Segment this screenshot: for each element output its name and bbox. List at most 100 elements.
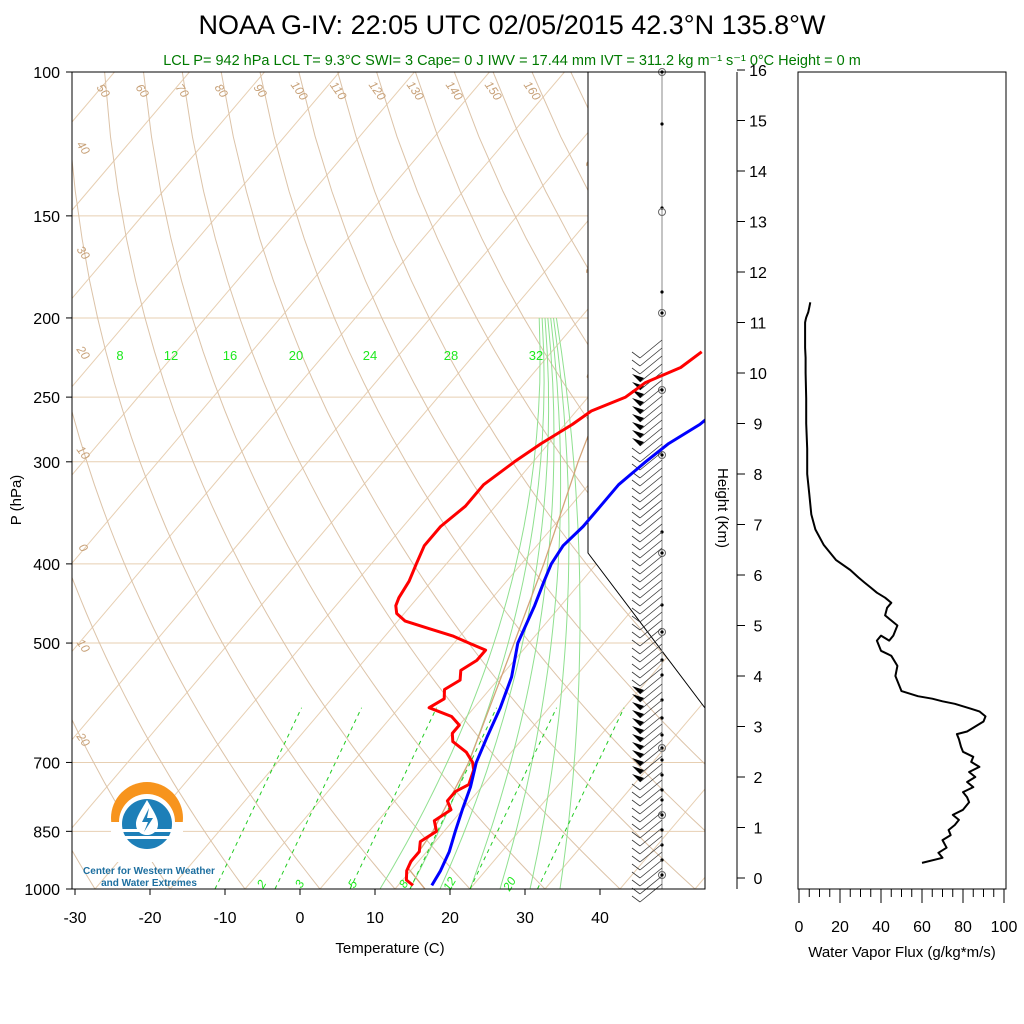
flux-tick-label: 0 (795, 919, 804, 936)
wind-barb (639, 851, 663, 871)
flux-tick-label: 40 (872, 919, 890, 936)
wind-barb (639, 563, 663, 583)
logo-caption-line2: and Water Extremes (101, 878, 197, 889)
flux-frame (797, 71, 1007, 890)
logo-caption-line1: Center for Western Weather (83, 866, 215, 877)
wind-barb-flag (632, 710, 644, 718)
wind-barb-feather (631, 647, 641, 655)
wind-barb (639, 627, 663, 647)
pressure-tick-label: 500 (33, 636, 60, 653)
temperature-tick-label: 10 (366, 910, 384, 927)
wind-barb (639, 875, 663, 895)
height-tick-label: 16 (749, 63, 767, 80)
temperature-tick-label: 0 (296, 910, 305, 927)
temperature-axis-label: Temperature (C) (335, 940, 444, 957)
mixing-ratio-label: 3 (292, 877, 308, 890)
wind-barb-feather (631, 447, 641, 455)
wind-barb (639, 619, 663, 639)
dry-adiabat-label: 60 (133, 81, 152, 100)
height-tick-label: 15 (749, 114, 767, 131)
wind-barb (639, 467, 663, 487)
barb-calm-circle (658, 309, 666, 317)
barb-calm-dot (660, 758, 664, 762)
wind-barb-feather (631, 567, 641, 575)
dry-adiabat-line (414, 72, 705, 569)
wind-barb (639, 451, 663, 471)
wind-barb (639, 339, 663, 359)
pressure-tick-label: 200 (33, 311, 60, 328)
wind-barb-feather (631, 543, 641, 551)
dewpoint-profile-line (430, 418, 705, 887)
barb-calm-dot (660, 798, 664, 802)
wind-barb-feather (631, 559, 641, 567)
height-tick-label: 1 (754, 821, 763, 838)
moist-adiabat-line (409, 317, 545, 889)
wind-barb-feather (631, 359, 641, 367)
wind-barb-feather (631, 879, 641, 887)
height-tick-label: 5 (754, 619, 763, 636)
mixing-ratio-line (214, 707, 303, 889)
barb-calm-dot (660, 788, 664, 792)
isotherm-left-label: 0 (76, 541, 91, 555)
dry-adiabat-line (104, 72, 471, 889)
wind-barb-feather (631, 527, 641, 535)
wind-barb-feather (631, 607, 641, 615)
moist-adiabat-line (379, 317, 541, 889)
wind-barb-flag (632, 734, 644, 742)
pressure-tick-label: 700 (33, 755, 60, 772)
wind-barb (639, 795, 663, 815)
pressure-tick-label: 250 (33, 390, 60, 407)
mixing-ratio-line (274, 707, 363, 889)
wind-barb (639, 787, 663, 807)
wind-barb-feather (631, 831, 641, 839)
wind-barb-feather (631, 575, 641, 583)
wind-barb-flag (632, 374, 644, 382)
wind-barb (639, 843, 663, 863)
wind-barb-feather (631, 599, 641, 607)
wind-barb (639, 555, 663, 575)
wind-barb (639, 819, 663, 839)
wind-barb-feather (631, 455, 641, 463)
temperature-profile-line (394, 350, 703, 887)
wind-barb-feather (631, 783, 641, 791)
wind-barb-flag (632, 726, 644, 734)
wind-barb-flag (632, 766, 644, 774)
wind-barb-feather (631, 615, 641, 623)
wind-barb (639, 419, 663, 439)
height-axis-label: Height (Km) (714, 468, 731, 548)
wind-barb (639, 867, 663, 887)
isotherm-line (394, 523, 705, 889)
wind-barb (639, 499, 663, 519)
isotherm-left-label: 10 (74, 636, 93, 655)
temperature-tick-label: -20 (138, 910, 161, 927)
wind-barb (639, 491, 663, 511)
wind-barb (639, 675, 663, 695)
dry-adiabat-line (72, 154, 396, 889)
wind-barb (639, 459, 663, 479)
wind-barb (639, 699, 663, 719)
height-tick-label: 0 (754, 871, 763, 888)
pressure-axis: 100 150 200 250 300 400 500 700 850 1000 (24, 65, 72, 899)
wind-barb (639, 835, 663, 855)
wind-barb (639, 707, 663, 727)
dry-adiabat-label: 130 (404, 78, 427, 103)
wind-barb-flag (632, 422, 644, 430)
wind-barb-feather (631, 799, 641, 807)
wind-barb (639, 427, 663, 447)
moist-adiabat-line (555, 317, 581, 889)
temperature-tick-label: 20 (441, 910, 459, 927)
wind-barb (639, 755, 663, 775)
isotherm-line (72, 72, 490, 564)
wind-barb-feather (631, 487, 641, 495)
mixing-ratio-line (409, 707, 498, 889)
flux-tick-label: 80 (954, 919, 972, 936)
wind-barb (639, 603, 663, 623)
pressure-tick-label: 1000 (24, 882, 60, 899)
wind-barb-feather (631, 479, 641, 487)
height-tick-label: 8 (754, 467, 763, 484)
flux-tick-label: 20 (831, 919, 849, 936)
wind-barb-feather (631, 847, 641, 855)
isotherm-left-label: 40 (74, 138, 93, 157)
barb-calm-circle (658, 386, 666, 394)
wind-barb (639, 635, 663, 655)
